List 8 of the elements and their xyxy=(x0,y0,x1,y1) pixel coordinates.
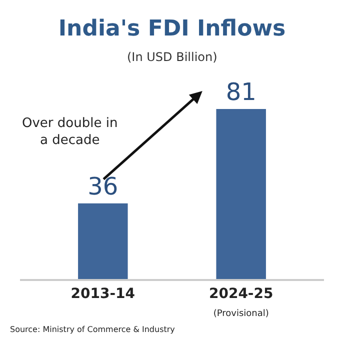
chart-subtitle: (In USD Billion) xyxy=(127,50,218,64)
source-note: Source: Ministry of Commerce & Industry xyxy=(10,325,176,334)
x-tick-label: 2024-25 (Provisional) xyxy=(208,286,274,319)
data-label: 36 xyxy=(88,172,118,200)
data-label: 81 xyxy=(226,78,256,106)
annotation: Over double in a decade xyxy=(22,116,118,148)
x-tick-label: 2013-14 xyxy=(70,286,136,302)
chart-title: India's FDI Inflows xyxy=(58,16,286,42)
